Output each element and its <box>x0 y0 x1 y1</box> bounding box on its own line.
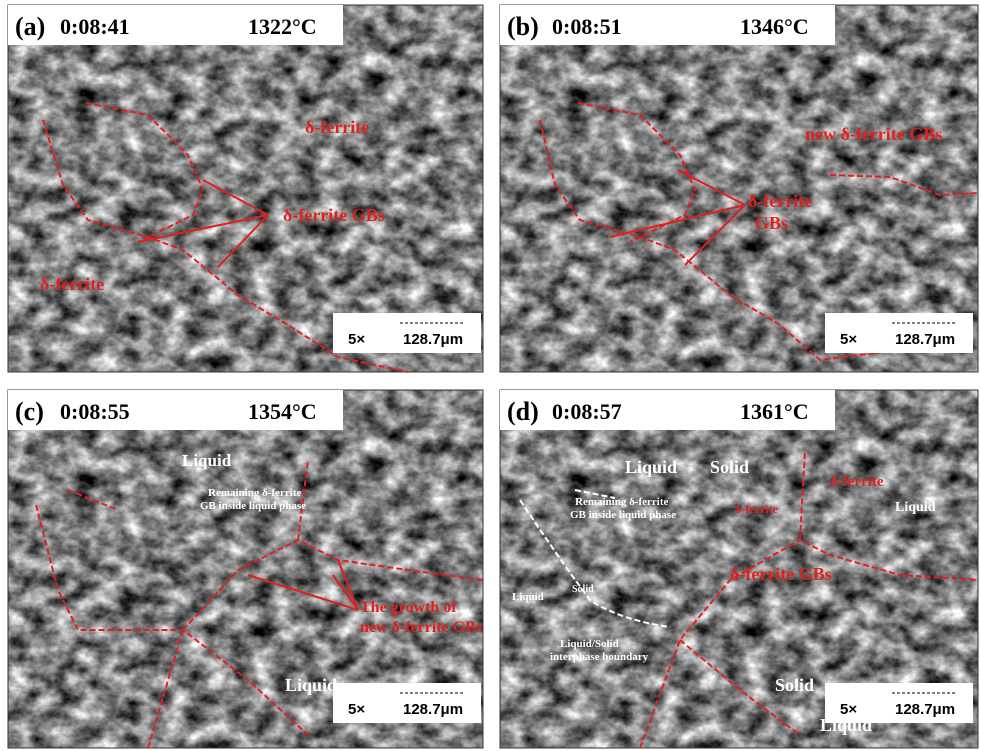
annotation: Liquid <box>182 451 232 470</box>
annotation: δ-ferrite <box>40 274 104 294</box>
time-stamp: 0:08:55 <box>60 399 130 424</box>
annotation: new δ-ferrite GBs <box>360 619 482 636</box>
annotation: Liquid <box>625 457 677 477</box>
annotation: Solid <box>775 675 814 695</box>
scale-length: 128.7μm <box>895 331 955 348</box>
annotation: δ-ferrite <box>748 191 812 211</box>
panel-label: (c) <box>15 397 44 426</box>
temperature: 1346°C <box>740 14 809 39</box>
panel: (b) 0:08:51 1346°C 5× 128.7μm new δ-ferrite G… <box>500 5 978 372</box>
annotation: Liquid <box>512 591 544 603</box>
annotation: δ-ferrite <box>735 502 779 516</box>
figure: (a) 0:08:41 1322°C 5× 128.7μm δ-ferrite δ-ferr… <box>0 0 981 751</box>
time-stamp: 0:08:51 <box>552 14 622 39</box>
scale-length: 128.7μm <box>403 701 463 718</box>
annotation: Remaining δ-ferrite <box>208 487 301 499</box>
annotation: Liquid <box>820 715 872 735</box>
scale-length: 128.7μm <box>895 701 955 718</box>
annotation: Liquid/Solid <box>560 638 619 650</box>
annotation: interphase boundary <box>550 651 649 663</box>
temperature: 1322°C <box>248 14 317 39</box>
annotation: Remaining δ-ferrite <box>575 496 668 508</box>
panel-label: (a) <box>15 12 45 41</box>
temperature: 1354°C <box>248 399 317 424</box>
annotation: GB inside liquid phase <box>200 500 306 512</box>
panel-label: (d) <box>507 397 539 426</box>
annotation: new δ-ferrite GBs <box>805 124 942 144</box>
annotation: Solid <box>710 457 749 477</box>
panel: (c) 0:08:55 1354°C 5× 128.7μm Liquid Remaining… <box>8 390 483 748</box>
annotation: The growth of <box>360 599 457 616</box>
annotation: Liquid <box>895 500 936 515</box>
scale-magnification: 5× <box>840 331 857 348</box>
annotation: δ-ferrite GBs <box>283 205 385 225</box>
scale-magnification: 5× <box>348 331 365 348</box>
annotation: δ-ferrite <box>305 117 369 137</box>
panel-label: (b) <box>507 12 539 41</box>
annotation: GBs <box>755 213 788 233</box>
annotation: Solid <box>572 584 594 595</box>
annotation: δ-ferrite <box>830 474 884 490</box>
scale-magnification: 5× <box>348 701 365 718</box>
panel: (a) 0:08:41 1322°C 5× 128.7μm δ-ferrite δ-ferr… <box>8 5 483 372</box>
annotation: Liquid <box>285 675 337 695</box>
temperature: 1361°C <box>740 399 809 424</box>
time-stamp: 0:08:57 <box>552 399 622 424</box>
annotation: GB inside liquid phase <box>570 509 676 521</box>
time-stamp: 0:08:41 <box>60 14 130 39</box>
scale-length: 128.7μm <box>403 331 463 348</box>
annotation: δ-ferrite GBs <box>730 564 832 584</box>
